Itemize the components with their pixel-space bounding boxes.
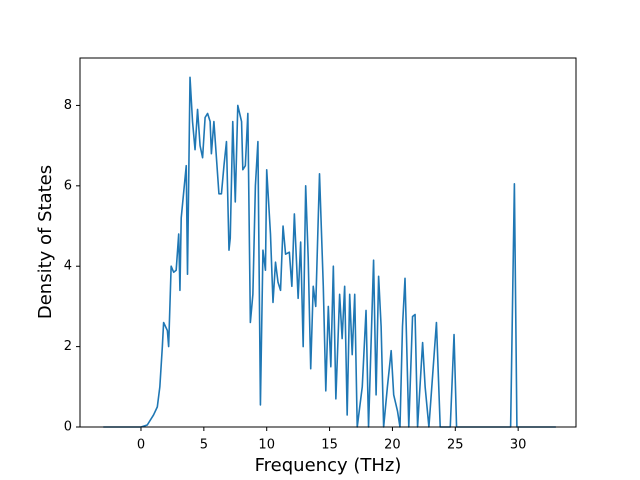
y-tick-label: 8 xyxy=(64,98,72,113)
plot-frame xyxy=(79,57,577,428)
x-tick-label: 5 xyxy=(200,438,208,453)
y-tick-label: 4 xyxy=(64,259,72,274)
x-tick-label: 10 xyxy=(258,438,275,453)
y-tick-label: 0 xyxy=(64,420,72,435)
x-tick-label: 25 xyxy=(447,438,464,453)
x-tick-label: 15 xyxy=(321,438,338,453)
y-tick-label: 6 xyxy=(64,178,72,193)
x-tick-label: 20 xyxy=(384,438,401,453)
line-series xyxy=(103,76,556,428)
x-tick-label: 0 xyxy=(137,438,145,453)
y-axis-label: Density of States xyxy=(35,165,56,319)
x-tick-label: 30 xyxy=(510,438,527,453)
x-axis-label: Frequency (THz) xyxy=(255,455,402,476)
y-tick-label: 2 xyxy=(64,339,72,354)
